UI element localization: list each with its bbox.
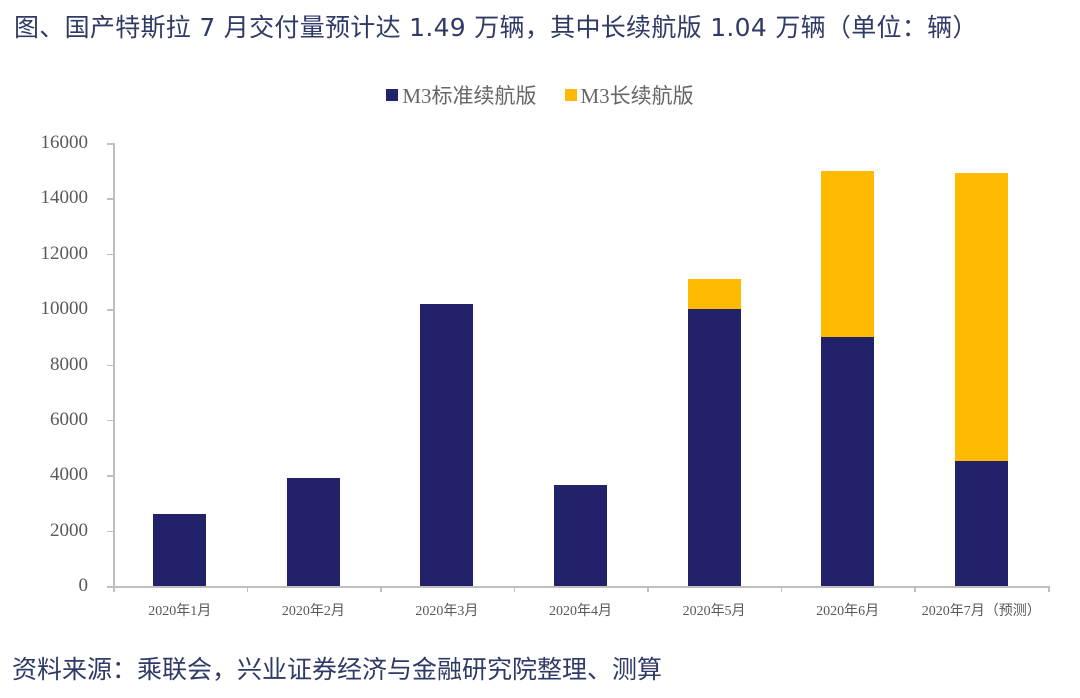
y-tick-label: 12000 [40, 242, 89, 264]
bar-long-range [954, 173, 1008, 462]
x-tick [1048, 586, 1050, 592]
x-tick [380, 586, 382, 592]
x-tick [780, 586, 783, 592]
bar-standard-range [153, 514, 207, 586]
bar-standard-range [420, 303, 474, 586]
x-tick [647, 586, 649, 592]
bar-standard-range [954, 461, 1008, 586]
x-tick-label: 2020年6月 [816, 604, 880, 619]
x-tick [113, 586, 115, 592]
y-tick [107, 309, 114, 311]
x-tick-label: 2020年7月（预测） [921, 604, 1041, 619]
y-tick [107, 364, 114, 366]
x-tick-label: 2020年2月 [281, 604, 345, 619]
bar-standard-range [687, 309, 741, 586]
bar-long-range [687, 278, 741, 310]
chart-title: 图、国产特斯拉 7 月交付量预计达 1.49 万辆，其中长续航版 1.04 万辆… [14, 13, 978, 42]
bar-standard-range [554, 484, 607, 586]
bar-standard-range [821, 336, 875, 586]
bar-standard-range [286, 478, 340, 586]
y-tick-label: 4000 [50, 464, 88, 486]
y-tick-label: 14000 [40, 187, 89, 209]
y-tick-label: 2000 [50, 519, 88, 541]
y-tick [107, 419, 114, 422]
legend-label-long-range: M3长续航版 [580, 84, 694, 108]
y-tick [107, 475, 114, 477]
x-tick-label: 2020年1月 [148, 604, 212, 619]
y-tick [107, 253, 114, 256]
x-tick-label: 2020年3月 [415, 604, 479, 619]
y-tick-label: 8000 [50, 353, 88, 375]
y-tick-label: 6000 [50, 408, 88, 430]
x-tick [914, 586, 916, 592]
y-tick [107, 586, 114, 588]
y-tick [107, 143, 114, 145]
legend: M3标准续航版 M3长续航版 [0, 80, 1080, 110]
y-tick [107, 198, 114, 200]
x-axis [113, 586, 1048, 588]
x-tick-label: 2020年4月 [549, 604, 612, 619]
legend-swatch-standard [386, 89, 399, 101]
legend-item-long-range: M3长续航版 [564, 80, 694, 110]
x-tick-label: 2020年5月 [682, 604, 746, 619]
source-note: 资料来源：乘联会，兴业证券经济与金融研究院整理、测算 [12, 655, 663, 684]
y-tick-label: 10000 [40, 298, 89, 320]
y-tick-label: 0 [78, 575, 89, 596]
legend-item-standard: M3标准续航版 [386, 80, 537, 110]
bar-long-range [821, 170, 875, 337]
y-tick [107, 530, 114, 533]
y-tick-label: 16000 [40, 132, 89, 153]
legend-swatch-long-range [564, 89, 577, 101]
x-tick [246, 586, 249, 592]
legend-label-standard: M3标准续航版 [402, 84, 537, 108]
x-tick [513, 586, 516, 592]
